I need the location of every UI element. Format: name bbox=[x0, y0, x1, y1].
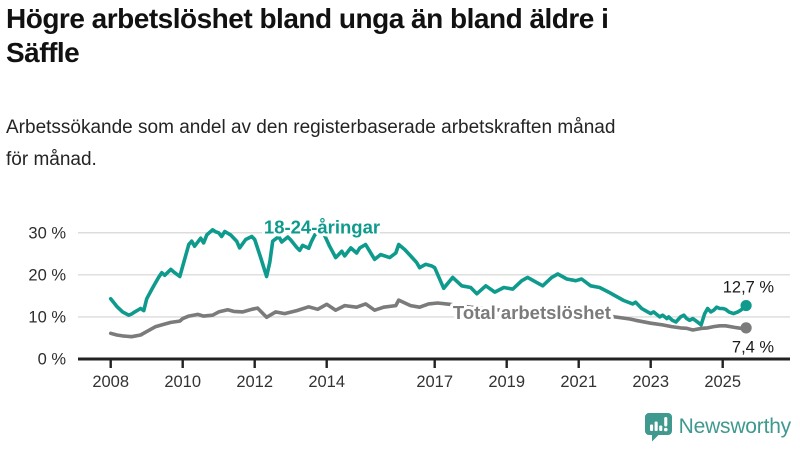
y-tick-label: 20 % bbox=[28, 266, 66, 284]
series-end-dot-young bbox=[740, 299, 752, 312]
series-label-young: 18-24-åringar bbox=[264, 217, 380, 238]
y-tick-label: 10 % bbox=[28, 308, 66, 326]
x-tick-label: 2025 bbox=[704, 373, 741, 391]
newsworthy-logo-icon bbox=[644, 412, 672, 441]
x-tick-label: 2012 bbox=[236, 373, 273, 391]
series-end-dot-total bbox=[740, 322, 752, 334]
x-tick-label: 2008 bbox=[92, 373, 129, 391]
x-tick-label: 2010 bbox=[164, 373, 201, 391]
page-subtitle: Arbetssökande som andel av den registerb… bbox=[6, 117, 616, 170]
series-end-value-total: 7,4 % bbox=[732, 338, 775, 356]
series-label-total: Total arbetslöshet bbox=[453, 302, 611, 323]
x-tick-label: 2023 bbox=[632, 373, 669, 391]
series-end-value-young: 12,7 % bbox=[723, 279, 775, 297]
unemployment-line-chart: 0 % 10 % 20 % 30 % 2008 2010 2012 2014 2017 2019 2… bbox=[28, 214, 790, 391]
x-tick-label: 2014 bbox=[308, 373, 345, 391]
x-tick-label: 2021 bbox=[560, 373, 597, 391]
y-tick-label: 30 % bbox=[28, 224, 66, 242]
series-line-young bbox=[108, 227, 748, 327]
newsworthy-wordmark: Newsworthy bbox=[678, 415, 792, 438]
page-title: Högre arbetslöshet bland unga än bland ä… bbox=[6, 3, 609, 68]
y-tick-label: 0 % bbox=[38, 351, 67, 369]
x-tick-label: 2017 bbox=[416, 373, 453, 391]
x-tick-label: 2019 bbox=[488, 373, 525, 391]
newsworthy-brand-link[interactable]: Newsworthy bbox=[644, 412, 792, 442]
series-line-total bbox=[108, 298, 748, 339]
